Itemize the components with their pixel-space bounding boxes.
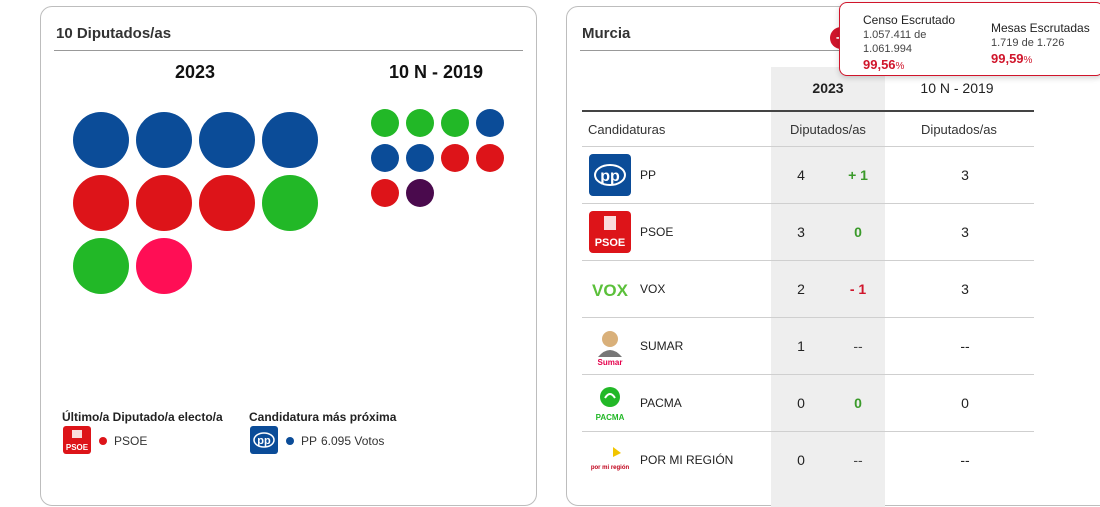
- party-name: PACMA: [640, 396, 682, 410]
- seats-difference: - 1: [849, 281, 867, 297]
- seat-circle: [73, 175, 129, 231]
- seats-difference: --: [853, 338, 863, 354]
- seat-circle: [262, 112, 318, 168]
- closest-votes: 6.095 Votos: [321, 434, 385, 448]
- seat-circle: [136, 175, 192, 231]
- row-divider: [582, 431, 1034, 432]
- closest-party: PP: [301, 434, 318, 448]
- seat-circle: [73, 238, 129, 294]
- por-mi-region-logo: por mi región: [589, 439, 631, 481]
- seats-difference: 0: [854, 395, 862, 411]
- seats-2023: 2: [797, 281, 805, 297]
- header-diputados-2023: Diputados/as: [790, 122, 866, 137]
- svg-text:pp: pp: [257, 435, 271, 447]
- results-card: Murcia 2023 10 N - 2019 Candidaturas Dip…: [566, 6, 1100, 507]
- seats-card-title: 10 Diputados/as: [56, 25, 172, 42]
- seat-circle: [73, 112, 129, 168]
- seat-circle: [371, 144, 399, 172]
- seats-2023: 3: [797, 224, 805, 240]
- closest-title: Candidatura más próxima: [249, 410, 397, 424]
- seat-circle: [371, 109, 399, 137]
- seat-circle: [371, 179, 399, 207]
- seat-circle: [441, 109, 469, 137]
- seat-circle: [441, 144, 469, 172]
- seats-2023: 4: [797, 167, 805, 183]
- pp-color-dot: [286, 437, 294, 445]
- party-name: POR MI REGIÓN: [640, 453, 734, 467]
- seats-2019: --: [960, 452, 970, 468]
- seats-card: 10 Diputados/as 2023 10 N - 2019 Último/…: [40, 6, 537, 506]
- seat-circle: [406, 144, 434, 172]
- scrutiny-popup: Censo Escrutado 1.057.411 de 1.061.994 9…: [839, 2, 1100, 76]
- header-diputados-2019: Diputados/as: [921, 122, 997, 137]
- seats-2019: 3: [961, 167, 969, 183]
- svg-text:pp: pp: [600, 168, 620, 185]
- seats-difference: + 1: [848, 167, 868, 183]
- psoe-logo: PSOE: [63, 426, 91, 454]
- seat-circle: [476, 109, 504, 137]
- party-name: PSOE: [640, 225, 674, 239]
- seats-2019: --: [960, 338, 970, 354]
- seat-circle: [406, 109, 434, 137]
- year-2023-label: 2023: [174, 62, 216, 82]
- psoe-color-dot: [99, 437, 107, 445]
- seats-difference: --: [853, 452, 863, 468]
- mesas-title: Mesas Escrutadas: [991, 21, 1090, 35]
- censo-percent: 99,56%: [863, 57, 905, 72]
- seats-2019: 3: [961, 224, 969, 240]
- seat-circle: [136, 112, 192, 168]
- row-divider: [582, 374, 1034, 375]
- results-card-title: Murcia: [582, 25, 631, 42]
- pacma-logo: PACMA: [589, 382, 631, 424]
- party-name: SUMAR: [640, 339, 684, 353]
- mesas-percent: 99,59%: [991, 51, 1033, 66]
- row-divider: [582, 260, 1034, 261]
- vox-logo: VOX: [589, 268, 631, 310]
- seats-2023: 1: [797, 338, 805, 354]
- header-candidaturas: Candidaturas: [588, 122, 666, 137]
- party-name: PP: [640, 168, 657, 182]
- psoe-logo: PSOE: [589, 211, 631, 253]
- seat-circle: [406, 179, 434, 207]
- sumar-logo: Sumar: [589, 325, 631, 367]
- seat-circle: [199, 175, 255, 231]
- censo-line1: 1.057.411 de: [863, 29, 927, 41]
- header-year-2023: 2023: [812, 80, 844, 96]
- seats-difference: 0: [854, 224, 862, 240]
- row-divider: [582, 317, 1034, 318]
- pp-logo: pp: [250, 426, 278, 454]
- year-2019-label: 10 N - 2019: [388, 62, 484, 82]
- seat-circle: [262, 175, 318, 231]
- censo-line2: 1.061.994: [863, 43, 912, 55]
- svg-text:PSOE: PSOE: [66, 443, 89, 452]
- seats-2019: 0: [961, 395, 969, 411]
- seats-2023: 0: [797, 452, 805, 468]
- last-elected-title: Último/a Diputado/a electo/a: [62, 410, 223, 424]
- svg-text:VOX: VOX: [592, 281, 629, 300]
- svg-text:PACMA: PACMA: [596, 413, 625, 422]
- pp-logo: pp: [589, 154, 631, 196]
- party-name: VOX: [640, 282, 666, 296]
- title-divider: [54, 50, 523, 51]
- seat-circle: [476, 144, 504, 172]
- mesas-line1: 1.719 de 1.726: [991, 37, 1065, 49]
- row-divider: [582, 203, 1034, 204]
- seats-2023: 0: [797, 395, 805, 411]
- seats-2019: 3: [961, 281, 969, 297]
- last-elected-party: PSOE: [114, 434, 148, 448]
- seat-circle: [199, 112, 255, 168]
- seat-circle: [136, 238, 192, 294]
- svg-text:Sumar: Sumar: [598, 358, 623, 367]
- column-2023-highlight: [771, 67, 885, 507]
- svg-text:por mi región: por mi región: [591, 465, 630, 471]
- header-divider: [582, 110, 1034, 112]
- row-divider: [582, 146, 1034, 147]
- censo-title: Censo Escrutado: [863, 13, 956, 27]
- svg-text:PSOE: PSOE: [595, 237, 626, 249]
- header-year-2019: 10 N - 2019: [920, 80, 994, 96]
